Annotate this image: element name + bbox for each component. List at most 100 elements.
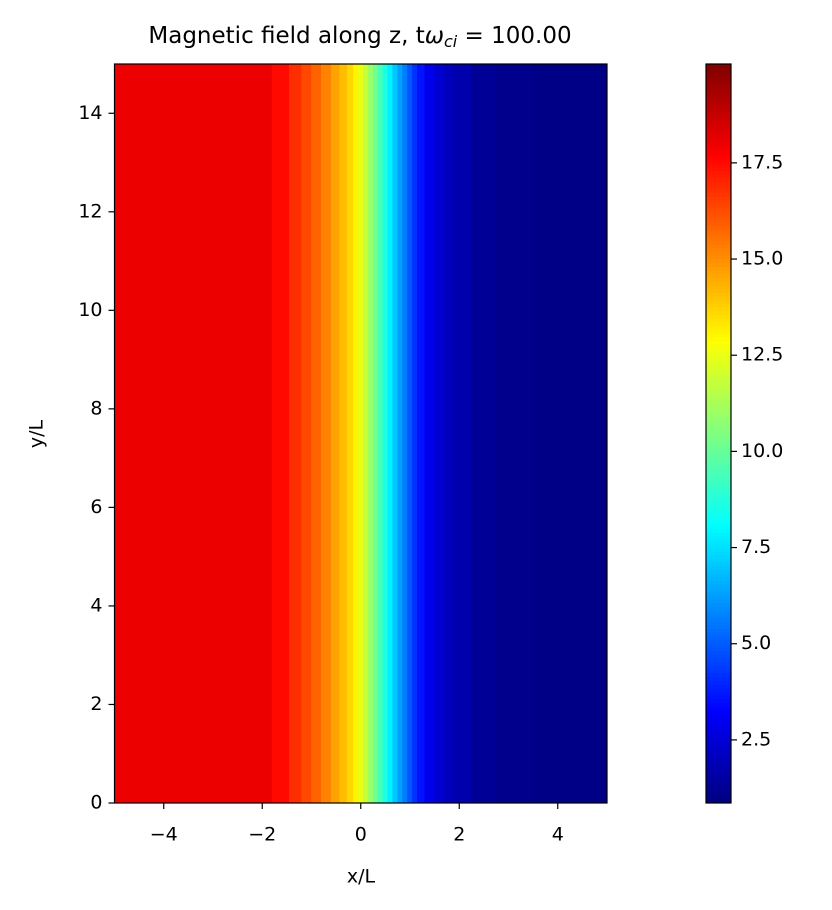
heatmap-cell (271, 64, 290, 803)
heatmap-cell (114, 64, 140, 803)
colorbar-band (706, 632, 731, 638)
colorbar-band (706, 665, 731, 671)
colorbar-band (706, 374, 731, 379)
colorbar-band (706, 211, 731, 216)
title-suffix: = 100.00 (457, 23, 571, 49)
colorbar-band (706, 170, 731, 176)
colorbar-band (706, 573, 731, 578)
colorbar-band (706, 725, 731, 730)
heatmap-cell (377, 64, 384, 803)
colorbar-band (706, 440, 731, 445)
colorbar-band (706, 714, 731, 719)
colorbar-band (706, 447, 731, 453)
heatmap-cell (417, 64, 426, 803)
x-tick-label: 4 (552, 824, 564, 846)
colorbar-band (706, 584, 731, 589)
colorbar-band (706, 355, 731, 360)
colorbar-band (706, 229, 731, 235)
colorbar-band (706, 252, 731, 257)
colorbar-band (706, 784, 731, 789)
colorbar-band (706, 215, 731, 220)
colorbar-band (706, 758, 731, 763)
colorbar-band (706, 248, 731, 253)
heatmap-cell (367, 64, 374, 803)
colorbar-band (706, 481, 731, 486)
x-tick-label: 2 (453, 824, 465, 846)
colorbar-band (706, 104, 731, 109)
colorbar-band (706, 329, 731, 335)
colorbar-band (706, 148, 731, 153)
colorbar-band (706, 636, 731, 641)
colorbar-band (706, 654, 731, 660)
colorbar-band (706, 736, 731, 741)
colorbar-band (706, 595, 731, 601)
colorbar-band (706, 688, 731, 693)
colorbar-band (706, 610, 731, 615)
colorbar-band (706, 333, 731, 338)
colorbar-band (706, 388, 731, 394)
colorbar-tick-label: 12.5 (741, 344, 783, 366)
colorbar-band (706, 762, 731, 767)
colorbar-band (706, 791, 731, 796)
colorbar-band (706, 392, 731, 397)
colorbar-band (706, 577, 731, 582)
colorbar-band (706, 278, 731, 283)
heatmap-cell (357, 64, 364, 803)
colorbar-band (706, 728, 731, 734)
heatmap-cell (346, 64, 354, 803)
colorbar-band (706, 399, 731, 405)
colorbar-band (706, 122, 731, 128)
colorbar-band (706, 193, 731, 198)
colorbar-band (706, 178, 731, 183)
heatmap-cell (372, 64, 379, 803)
colorbar-band (706, 318, 731, 323)
colorbar-band (706, 159, 731, 165)
colorbar-band (706, 326, 731, 331)
colorbar-tick-label: 15.0 (741, 248, 783, 270)
colorbar-band (706, 787, 731, 793)
chart-title: Magnetic field along z, tωci = 100.00 (148, 23, 571, 51)
heatmap-cell (237, 64, 273, 803)
colorbar-band (706, 362, 731, 368)
colorbar-band (706, 425, 731, 431)
heatmap-cell (353, 64, 359, 803)
colorbar-band (706, 74, 731, 80)
colorbar-band (706, 540, 731, 545)
colorbar-band (706, 274, 731, 279)
colorbar-band (706, 414, 731, 420)
colorbar-band (706, 359, 731, 364)
colorbar-band (706, 669, 731, 674)
colorbar-band (706, 499, 731, 505)
heatmap-cell (402, 64, 408, 803)
colorbar-band (706, 285, 731, 290)
colorbar-band (706, 614, 731, 619)
colorbar-band (706, 558, 731, 564)
colorbar-band (706, 651, 731, 656)
colorbar-band (706, 108, 731, 113)
colorbar-band (706, 340, 731, 346)
heatmap-cell (392, 64, 398, 803)
colorbar-band (706, 226, 731, 231)
y-tick-label: 8 (90, 397, 102, 419)
colorbar-band (706, 581, 731, 586)
colorbar-band (706, 496, 731, 501)
y-tick-label: 6 (90, 496, 102, 518)
x-axis-label: x/L (347, 866, 376, 888)
colorbar-band (706, 130, 731, 135)
colorbar-band (706, 403, 731, 408)
heatmap-cell (434, 64, 445, 803)
colorbar-band (706, 702, 731, 708)
colorbar-band (706, 518, 731, 523)
colorbar-band (706, 422, 731, 427)
colorbar-band (706, 780, 731, 785)
colorbar-band (706, 181, 731, 187)
colorbar-band (706, 773, 731, 778)
colorbar-tick-label: 17.5 (741, 151, 783, 173)
colorbar-band (706, 259, 731, 264)
colorbar-band (706, 144, 731, 150)
colorbar-band (706, 366, 731, 371)
colorbar-band (706, 750, 731, 756)
colorbar-band (706, 300, 731, 305)
heatmap-cell (339, 64, 348, 803)
